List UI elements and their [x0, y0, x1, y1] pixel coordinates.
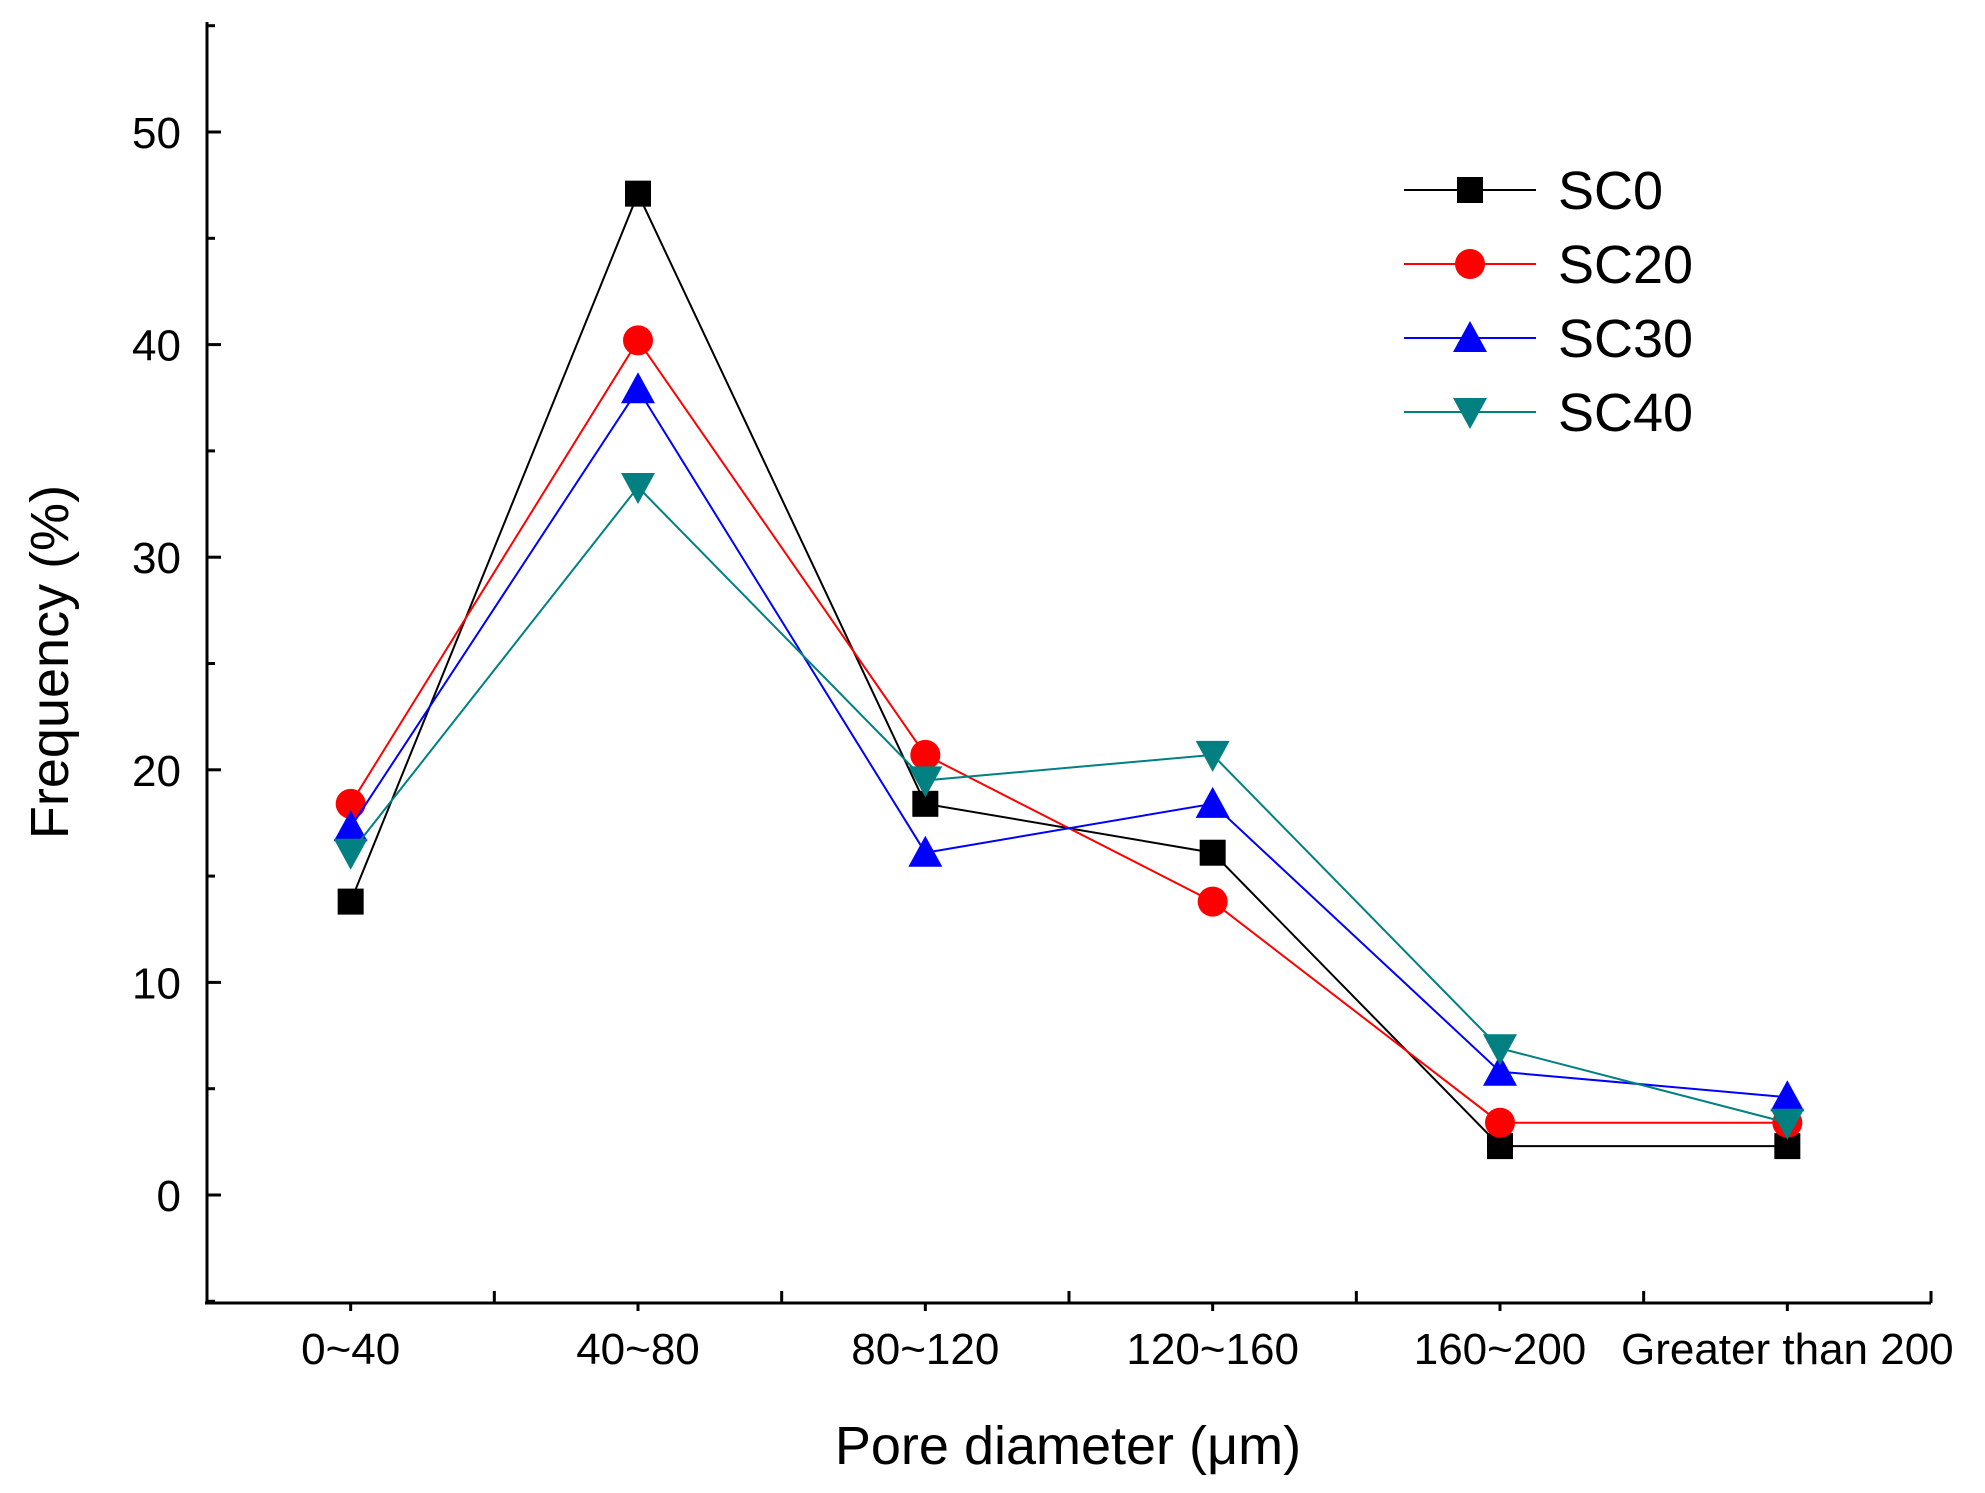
data-point-sc20 [335, 788, 366, 819]
data-point-sc0 [1199, 839, 1226, 866]
legend-label: SC40 [1558, 383, 1693, 443]
legend-item-sc40: SC40 [1404, 383, 1693, 443]
data-point-sc40 [1770, 1108, 1805, 1140]
data-point-sc40 [333, 838, 368, 870]
x-tick-label: 80~120 [851, 1325, 999, 1374]
data-point-sc40 [1195, 740, 1230, 772]
data-point-sc30 [1770, 1080, 1805, 1112]
x-tick-label: Greater than 200 [1621, 1325, 1954, 1374]
x-axis-label: Pore diameter (μm) [835, 1416, 1301, 1476]
x-tick-label: 120~160 [1126, 1325, 1299, 1374]
legend: SC0 SC20 SC30 SC40 [1404, 161, 1693, 443]
legend-marker [1457, 177, 1483, 203]
x-tick-label: 160~200 [1414, 1325, 1587, 1374]
data-point-sc20 [1485, 1107, 1515, 1138]
data-point-sc20 [623, 325, 653, 356]
legend-item-sc0: SC0 [1404, 161, 1663, 221]
data-point-sc30 [333, 810, 368, 842]
series-line-sc30 [349, 387, 1788, 1099]
data-point-sc40 [908, 766, 943, 798]
y-tick-label: 50 [132, 109, 181, 158]
series-line-sc40 [349, 485, 1788, 1124]
y-tick-label: 40 [132, 322, 181, 371]
y-axis-label: Frequency (%) [20, 485, 80, 839]
legend-item-sc30: SC30 [1404, 309, 1693, 369]
data-point-sc40 [621, 473, 655, 505]
axes-layer [205, 22, 1931, 1305]
x-tick-label: 40~80 [576, 1325, 700, 1374]
legend-marker [1453, 398, 1487, 429]
data-point-sc40 [1483, 1034, 1517, 1066]
data-point-sc0 [337, 888, 364, 915]
data-point-sc30 [1195, 786, 1230, 818]
data-point-sc0 [625, 180, 651, 207]
legend-label: SC30 [1558, 309, 1693, 369]
x-ticks: 0~40 40~80 80~120 120~160 160~200 Greater tha… [205, 1291, 1954, 1374]
data-point-sc30 [621, 372, 655, 404]
data-point-sc30 [1483, 1054, 1517, 1086]
legend-label: SC20 [1558, 235, 1693, 295]
series-layer [333, 180, 1805, 1160]
data-point-sc20 [910, 739, 941, 770]
legend-marker [1453, 321, 1487, 352]
series-line-sc20 [349, 338, 1788, 1124]
data-point-sc20 [1197, 886, 1228, 917]
y-tick-label: 30 [132, 534, 181, 583]
legend-label: SC0 [1558, 161, 1663, 221]
data-point-sc30 [908, 835, 943, 867]
series-sc20 [335, 325, 1803, 1138]
y-ticks: 0 10 20 30 40 50 [132, 24, 221, 1303]
y-tick-label: 0 [157, 1172, 181, 1221]
legend-marker [1455, 249, 1485, 279]
x-tick-label: 0~40 [301, 1325, 400, 1374]
series-sc40 [333, 473, 1805, 1140]
series-sc30 [333, 372, 1805, 1112]
y-tick-label: 20 [132, 747, 181, 796]
y-tick-label: 10 [132, 959, 181, 1008]
legend-item-sc20: SC20 [1404, 235, 1693, 295]
